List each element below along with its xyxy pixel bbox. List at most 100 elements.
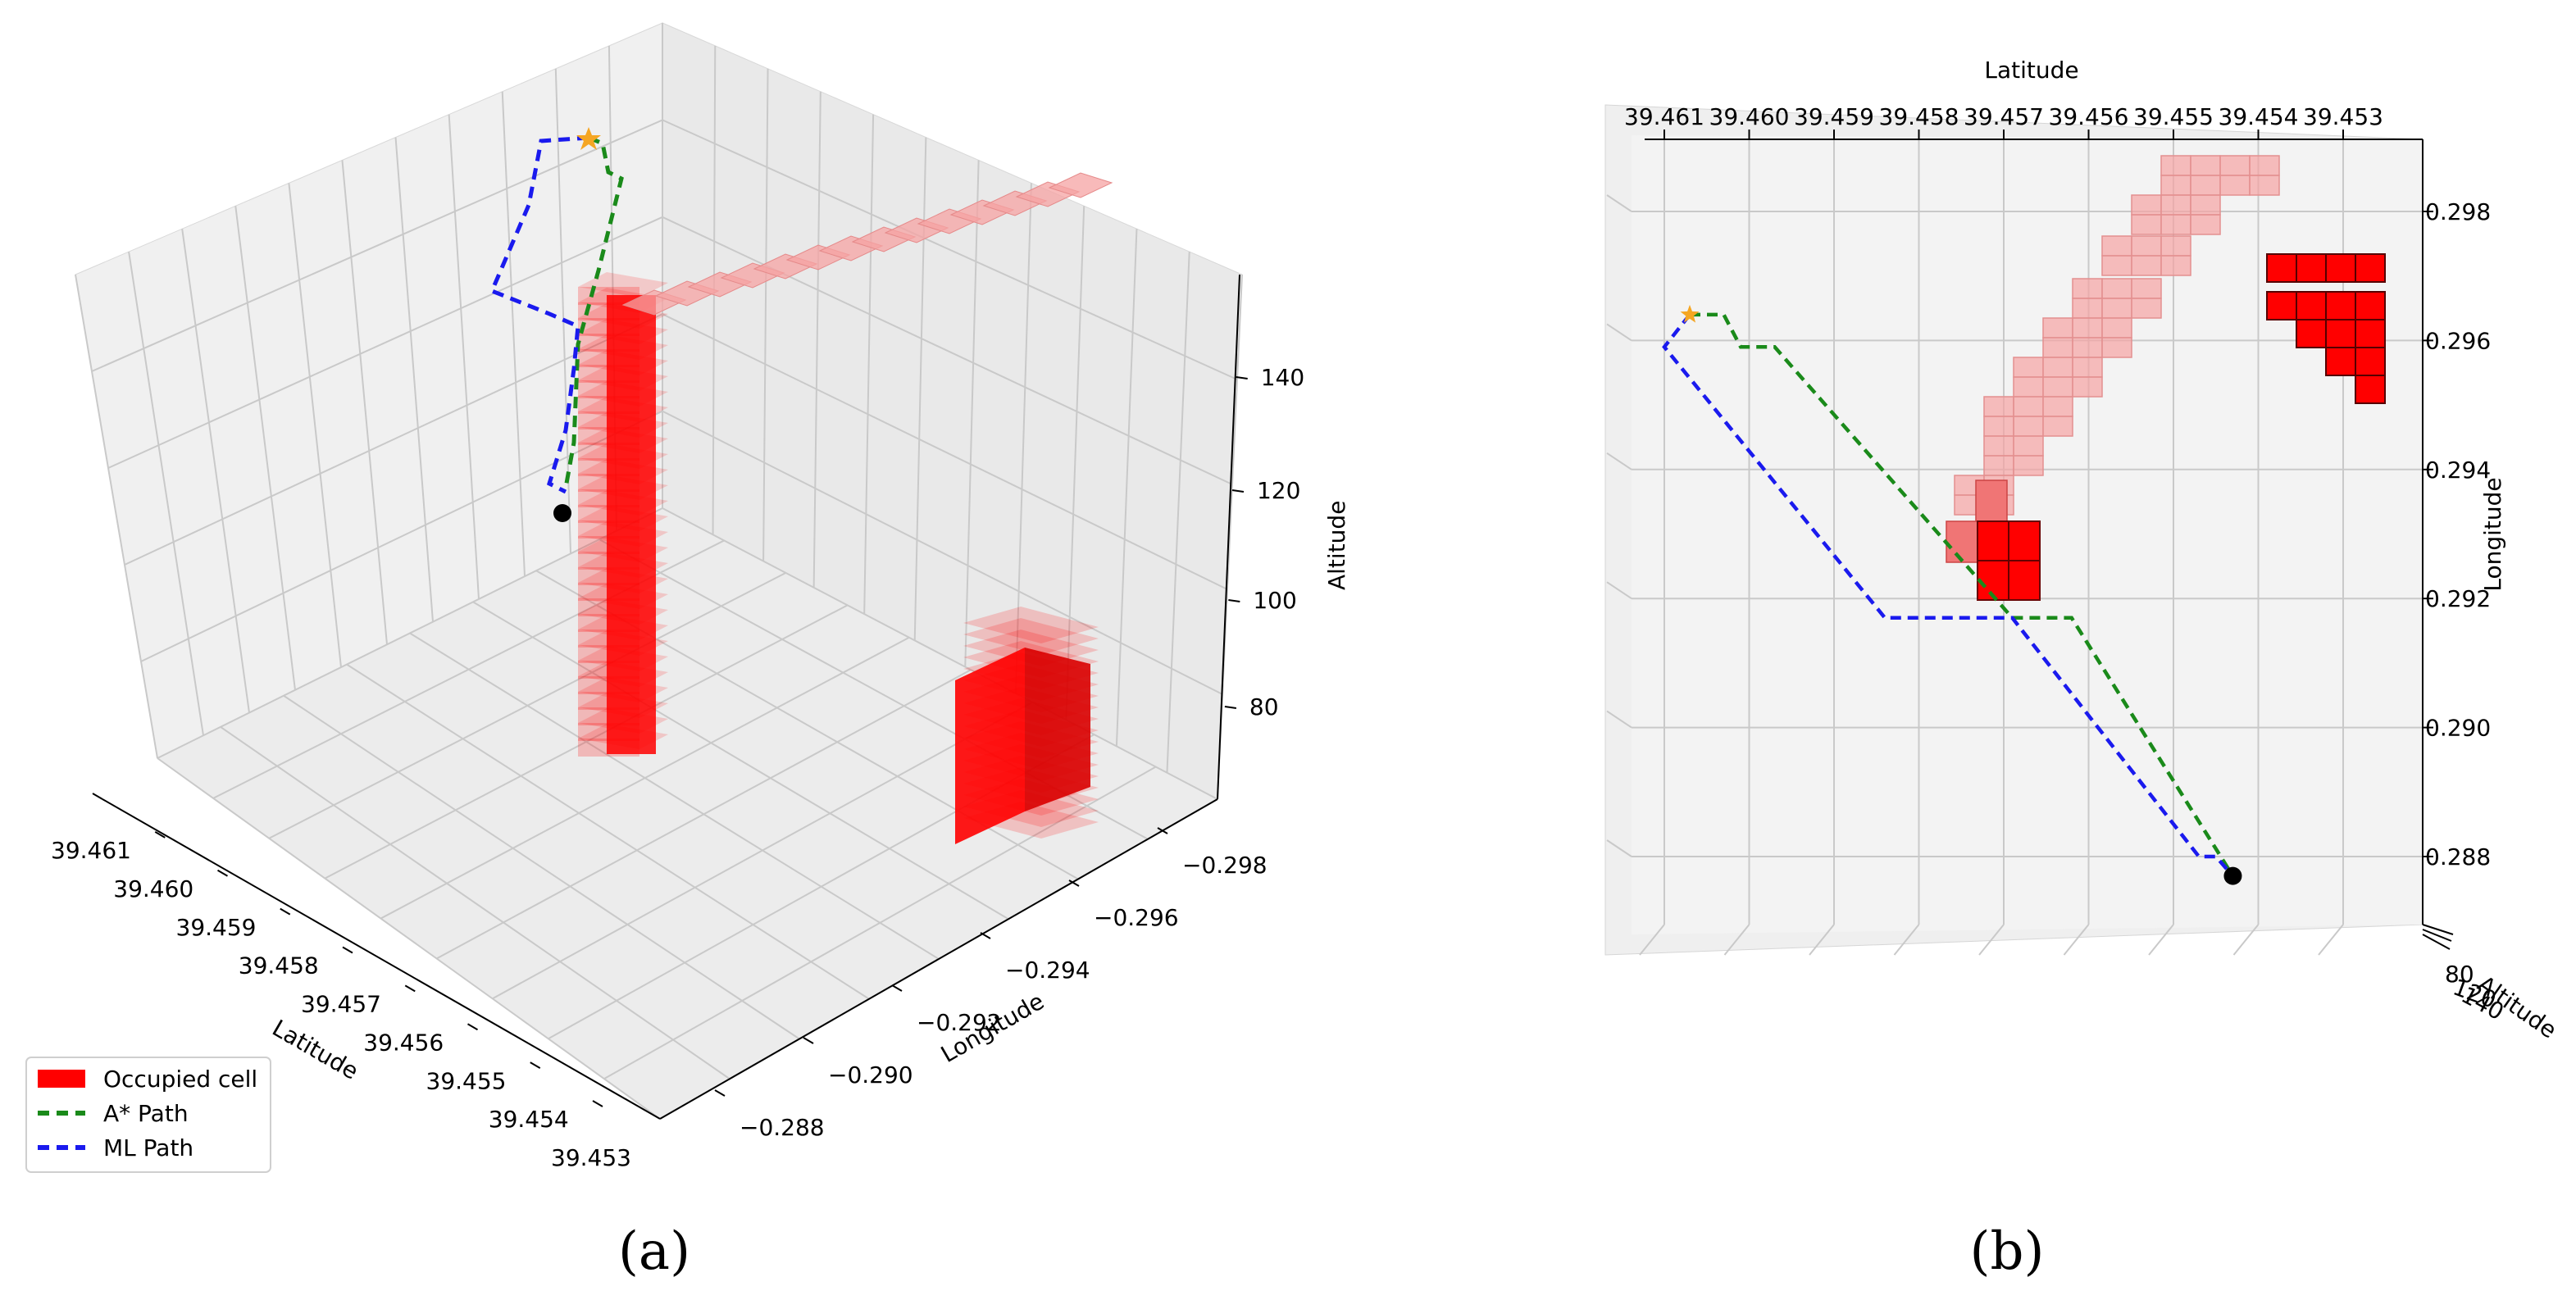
b-voxel-light [2101, 298, 2132, 319]
b-voxel-light [2072, 337, 2103, 358]
a-alt-tick-mark [1236, 376, 1248, 380]
b-voxel-light [2042, 416, 2073, 437]
b-voxel-light [2131, 214, 2162, 235]
b-lat-tick-label: 39.453 [2303, 103, 2383, 130]
b-voxel-light [2160, 235, 2191, 257]
a-grid-line [662, 507, 1218, 800]
a-altitude-label: Altitude [1323, 501, 1350, 590]
b-voxel-light [2013, 455, 2044, 476]
b-grid-line [1606, 839, 1632, 857]
a-lat-tick-label: 39.457 [301, 991, 381, 1018]
b-voxel-mid [1975, 480, 2008, 522]
a-lon-tick-mark [1068, 879, 1080, 887]
b-voxel-dark [1977, 520, 2009, 561]
a-grid-line [107, 216, 663, 469]
a-lon-tick-mark [980, 932, 991, 939]
a-grid-line [140, 410, 663, 662]
a-lon-tick-label: −0.288 [740, 1114, 825, 1141]
b-lat-tick-label: 39.456 [2049, 103, 2129, 130]
a-grid-line [234, 206, 296, 690]
b-voxel-dark [2325, 319, 2356, 348]
b-voxel-light [2072, 376, 2103, 398]
a-grid-line [1115, 229, 1138, 747]
b-voxel-dark [2355, 291, 2386, 320]
a-voxel [1025, 648, 1090, 811]
b-voxel-dark [2355, 375, 2386, 404]
legend-astar-label: A* Path [103, 1100, 189, 1127]
b-voxel-light [2013, 416, 2044, 437]
b-voxel-dark [2355, 253, 2386, 283]
b-voxel-light [2042, 376, 2073, 398]
b-ml-path [1662, 313, 2235, 878]
a-grid-line [662, 410, 1223, 695]
a-grid-line [91, 119, 663, 372]
b-voxel-light [1983, 435, 2014, 457]
a-lat-tick-mark [467, 1023, 479, 1031]
b-grid-line [2063, 924, 2090, 956]
a-grid-line [863, 114, 875, 615]
a-alt-tick-mark [1224, 706, 1237, 709]
b-voxel-dark [2266, 291, 2297, 320]
b-voxel-light [2131, 235, 2162, 257]
b-lon-tick-label: 0.292 [2425, 585, 2491, 612]
a-lon-tick-mark [891, 984, 903, 992]
b-voxel-light [2101, 337, 2132, 358]
b-voxel-light [2160, 155, 2191, 176]
b-grid-line [1606, 710, 1632, 729]
b-voxel-dark [2008, 520, 2041, 561]
a-grid-line [157, 757, 661, 1120]
a-grid-line [181, 229, 250, 713]
a-lat-tick-mark [280, 907, 291, 916]
a-grid-line [762, 68, 769, 561]
b-voxel-light [2013, 357, 2044, 378]
b-lon-tick-label: 0.290 [2425, 715, 2491, 742]
a-voxel [578, 272, 668, 298]
b-lat-tick-label: 39.460 [1709, 103, 1790, 130]
b-grid-line [1723, 924, 1750, 956]
b-lat-tick-label: 39.454 [2219, 103, 2299, 130]
a-grid-line [1014, 183, 1032, 693]
b-lat-tick-label: 39.458 [1879, 103, 1959, 130]
b-voxel-light [2190, 194, 2221, 216]
b-voxel-light [1983, 416, 2014, 437]
a-latitude-label: Latitude [268, 1014, 363, 1084]
b-voxel-light [2072, 298, 2103, 319]
a-lat-tick-label: 39.461 [51, 837, 131, 864]
b-voxel-dark [2266, 253, 2297, 283]
a-ml-path [489, 135, 589, 494]
a-voxel [955, 648, 1025, 844]
a-lat-tick-label: 39.459 [176, 914, 257, 941]
a-lon-tick-label: −0.290 [828, 1061, 913, 1089]
a-grid-line [124, 313, 663, 566]
b-voxel-light [2190, 155, 2221, 176]
b-voxel-light [2101, 255, 2132, 276]
a-grid-line [448, 114, 480, 599]
a-alt-tick-mark [1228, 599, 1240, 602]
b-voxel-light [2219, 175, 2251, 196]
a-grid-line [964, 160, 980, 667]
b-voxel-light [2013, 435, 2044, 457]
b-voxel-dark [2008, 560, 2041, 601]
b-voxel-light [2131, 278, 2162, 299]
b-voxel-light [2160, 255, 2191, 276]
b-lon-tick-label: 0.298 [2425, 198, 2491, 225]
b-voxel-dark [2355, 347, 2386, 376]
a-astar-path [563, 135, 624, 489]
a-grid-line [501, 91, 526, 577]
panel-a-3d-view: 39.461 39.460 39.459 39.458 39.457 39.456 39.4… [25, 22, 1350, 1282]
b-grid-line [1606, 452, 1632, 470]
b-voxel-light [2131, 194, 2162, 216]
b-lat-tick-label: 39.455 [2133, 103, 2214, 130]
b-grid-line [1606, 581, 1632, 600]
b-voxel-light [2190, 214, 2221, 235]
b-voxel-light [1983, 455, 2014, 476]
b-voxel-light [2219, 155, 2251, 176]
a-voxel [963, 630, 1099, 666]
b-grid-line [1893, 924, 1920, 956]
b-voxel-dark [2325, 347, 2356, 376]
b-voxel-light [2042, 396, 2073, 417]
a-lon-tick-mark [1157, 827, 1168, 834]
a-grid-line [662, 313, 1228, 590]
b-latitude-label: Latitude [1984, 57, 2078, 84]
a-alt-tick-label: 120 [1257, 477, 1300, 504]
